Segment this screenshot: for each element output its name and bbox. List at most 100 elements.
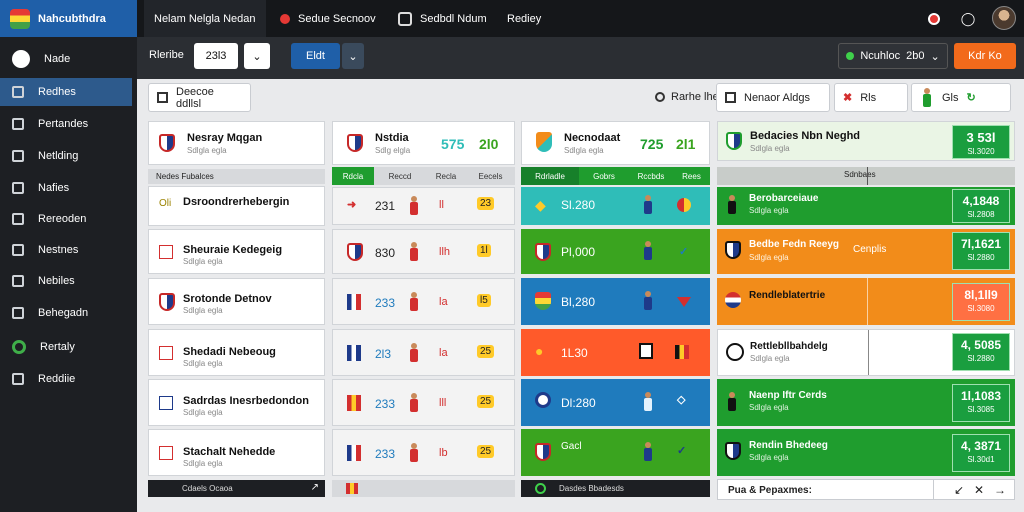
sidebar-item-5[interactable]: Rereoden — [0, 205, 132, 233]
sidebar-item-6[interactable]: Nestnes — [0, 236, 132, 264]
table-row[interactable]: ◆ Sl.280 — [521, 187, 710, 225]
filter-left-button[interactable]: Deecoe ddllsl — [148, 83, 251, 112]
dropdown-button[interactable]: ⌄ — [244, 43, 270, 69]
table-row[interactable]: Pl,000 ✓ — [521, 229, 710, 274]
col2-footer[interactable] — [332, 480, 515, 497]
list-item[interactable]: Srotonde Detnov Sdlgla egla — [148, 278, 325, 325]
collapse-icon[interactable]: ↙ — [954, 483, 965, 497]
col3-colheader-0[interactable]: Rdrladle — [521, 167, 579, 185]
list-item[interactable]: Shedadi Nebeoug Sdlgla egla — [148, 329, 325, 376]
table-row[interactable]: ➜ 231 ll 23 — [332, 187, 515, 225]
sidebar-item-7[interactable]: Nebiles — [0, 267, 132, 295]
sidebar-item-label: Nade — [44, 53, 71, 65]
action-button[interactable]: Kdr Ko — [954, 43, 1016, 69]
table-row[interactable]: Gacl ✓ — [521, 429, 710, 476]
row-badge-big: 4, 3871 — [960, 439, 1002, 453]
sidebar-item-0[interactable]: Nade — [0, 45, 132, 73]
tab-4[interactable]: Rediey — [507, 0, 541, 37]
tab-2-label: Sedue Secnoov — [298, 12, 376, 25]
sidebar-item-9[interactable]: Rertaly — [0, 333, 132, 361]
tab-1[interactable]: Nelam Nelgla Nedan — [144, 0, 266, 37]
col3-colheader-1[interactable]: Gobrs — [593, 171, 615, 181]
col2-colheader-0[interactable]: Rdcla — [332, 167, 374, 185]
sidebar-item-8[interactable]: Behegadn — [0, 299, 132, 327]
col4-header-badge-big: 3 53l — [966, 130, 996, 145]
table-row[interactable]: 233 lb 25 — [332, 429, 515, 476]
chevron-down-icon: ⌄ — [348, 50, 358, 63]
sidebar-item-1[interactable]: Redhes — [0, 78, 132, 106]
avatar[interactable] — [992, 6, 1016, 30]
row-sub: Sdlgla egla — [749, 253, 789, 262]
filter-2[interactable]: ✖ Rls — [834, 83, 908, 112]
col1-header[interactable]: Nesray Mqgan Sdlgla egla — [148, 121, 325, 165]
row-badge-big: 7l,1621 — [960, 237, 1002, 251]
player-icon — [407, 393, 421, 413]
row-name: Sheuraie Kedegeig — [183, 244, 283, 256]
value-select[interactable]: 23l3 — [194, 43, 238, 69]
sidebar-item-2[interactable]: Pertandes — [0, 110, 132, 138]
sidebar-item-10[interactable]: Reddiie — [0, 365, 132, 393]
status-dot-icon — [846, 52, 855, 60]
settings-icon — [12, 373, 24, 385]
row-tag: Oli — [159, 198, 172, 209]
alert-icon[interactable] — [923, 8, 945, 30]
col4-title: Bedacies Nbn Neghd — [750, 130, 861, 142]
chat-icon[interactable]: ◯ — [960, 11, 976, 26]
row-sub: Sdlgla egla — [749, 206, 789, 215]
col4-footer: Pua & Pepaxmes: ↙ ✕ → — [717, 479, 1015, 500]
list-item[interactable]: Stachalt Nehedde Sdlgla egla — [148, 429, 325, 476]
row-sub: Sdlgla egla — [749, 453, 789, 462]
status-selector[interactable]: Ncuhloc 2b0 ⌄ — [838, 43, 948, 69]
row-badge-big: 4, 5085 — [960, 338, 1002, 352]
col2-colheader-1[interactable]: Reccd — [388, 171, 412, 181]
col3-colheader-2[interactable]: Rccbds — [637, 171, 665, 181]
row-extra: Cenplis — [853, 244, 887, 255]
col3-header[interactable]: Necnodaat Sdlgla egla 725 2l1 — [521, 121, 710, 165]
col2-colheader-3[interactable]: Eecels — [478, 171, 503, 181]
next-icon[interactable]: → — [994, 483, 1006, 497]
row-value: Dl:280 — [561, 396, 596, 410]
col3-colheader-3[interactable]: Rees — [682, 171, 701, 181]
row-badge-big: 8l,1ll9 — [964, 288, 998, 302]
table-row[interactable]: ● 1L30 — [521, 329, 710, 376]
table-row[interactable]: 233 lll 25 — [332, 379, 515, 426]
row-badge: 7l,1621 Sl.2880 — [952, 232, 1010, 270]
edit-dropdown-button[interactable]: ⌄ — [342, 43, 364, 69]
flag-icon — [347, 395, 361, 411]
app-brand[interactable]: Nahcubthdra — [0, 0, 137, 37]
sidebar-item-3[interactable]: Netlding — [0, 142, 132, 170]
tab-2[interactable]: Sedue Secnoov — [280, 0, 376, 37]
list-item[interactable]: Sheuraie Kedegeig Sdlgla egla — [148, 229, 325, 274]
row-sub: Sdlgla egla — [183, 408, 223, 417]
close-icon[interactable]: ✕ — [974, 483, 985, 497]
flag-icon — [159, 346, 173, 360]
col2-colheader-2[interactable]: Recla — [435, 171, 457, 181]
row-badge: 4, 3871 Sl.30d1 — [952, 434, 1010, 472]
filter-1[interactable]: Nenaor Aldgs — [716, 83, 830, 112]
table-row[interactable]: 2l3 la 25 — [332, 329, 515, 376]
list-item[interactable]: Oli Dsroondrerhebergin — [148, 186, 325, 226]
table-row[interactable]: 830 llh 1l — [332, 229, 515, 274]
col4-header-badge-small: Sl.3020 — [967, 147, 995, 156]
table-row[interactable]: Dl:280 ◇ — [521, 379, 710, 426]
chart-icon — [12, 150, 24, 162]
list-item[interactable]: Sadrdas Inesrbedondon Sdlgla egla — [148, 379, 325, 426]
row-badge-big: 4,1848 — [962, 194, 1000, 208]
col3-footer[interactable]: Dasdes Bbadesds — [521, 480, 710, 497]
filter-left-label: Deecoe ddllsl — [176, 85, 214, 110]
filter-3[interactable]: Gls ↻ — [911, 83, 1011, 112]
edit-button-label: Eldt — [306, 50, 325, 62]
col1-footer[interactable]: Cdaels Ocaoa ↗ — [148, 480, 325, 497]
flag-icon — [159, 446, 173, 460]
edit-button[interactable]: Eldt — [291, 43, 340, 69]
row-name: Shedadi Nebeoug — [183, 346, 276, 358]
flag-icon: ✖ — [843, 92, 853, 104]
row-value: 233 — [375, 447, 396, 461]
table-row[interactable]: 233 la l5 — [332, 278, 515, 325]
filter-info[interactable]: Rarhe lhe — [655, 91, 719, 103]
sidebar-item-4[interactable]: Nafies — [0, 174, 132, 202]
col2-header[interactable]: Nstdia Sdlg elgla 575 2l0 — [332, 121, 515, 165]
table-row[interactable]: Bl,280 — [521, 278, 710, 325]
tab-3[interactable]: Sedbdl Ndum — [398, 0, 487, 37]
team-shield-icon — [726, 132, 742, 150]
